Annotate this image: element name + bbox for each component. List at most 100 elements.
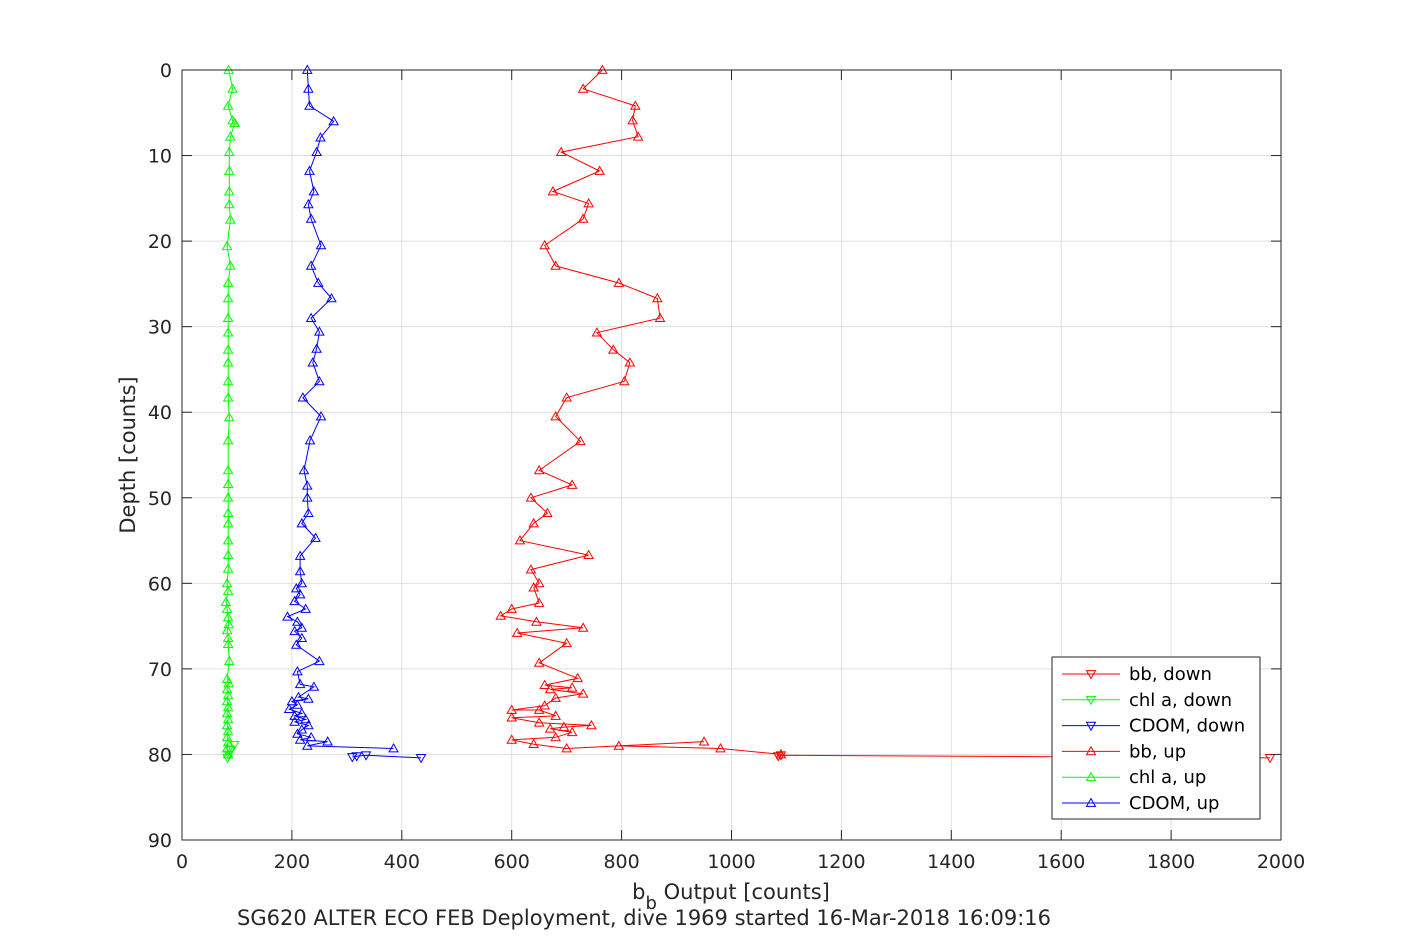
data-point: [296, 622, 308, 632]
data-point: [351, 752, 363, 762]
data-point: [221, 695, 233, 706]
data-point: [388, 742, 399, 753]
x-tick-label: 2000: [1257, 851, 1305, 873]
data-point: [292, 699, 303, 709]
y-tick-label: 20: [148, 231, 172, 253]
data-point: [618, 375, 630, 386]
x-tick-label: 1400: [927, 851, 975, 873]
legend-item: CDOM, up: [1062, 793, 1219, 814]
data-point: [415, 753, 427, 764]
legend-item: bb, down: [1062, 664, 1212, 685]
x-tick-label: 1600: [1037, 851, 1085, 873]
data-point: [304, 434, 316, 445]
data-point: [328, 115, 340, 126]
series-3: [495, 64, 787, 759]
data-point: [224, 131, 236, 141]
data-point: [222, 327, 234, 337]
data-point: [222, 492, 234, 502]
data-point: [222, 357, 234, 367]
data-point: [222, 585, 234, 595]
data-point: [310, 532, 321, 542]
data-point: [301, 480, 313, 490]
y-tick-label: 90: [148, 830, 172, 852]
data-point: [304, 165, 315, 175]
data-point: [222, 434, 234, 445]
data-point: [539, 700, 551, 710]
data-point: [305, 312, 317, 322]
data-point: [221, 624, 233, 635]
data-point: [223, 655, 235, 666]
data-point: [314, 326, 325, 336]
data-point: [495, 610, 507, 620]
data-point: [698, 736, 710, 746]
x-axis-label-rest: Output [counts]: [657, 880, 830, 904]
x-tick-label: 0: [176, 851, 188, 873]
figure-caption: SG620 ALTER ECO FEB Deployment, dive 196…: [237, 906, 1051, 930]
y-tick-label: 50: [148, 488, 172, 510]
data-point: [229, 117, 241, 127]
data-point: [223, 618, 235, 629]
data-point: [506, 704, 518, 714]
data-point: [290, 582, 302, 593]
data-point: [221, 603, 233, 613]
legend-label: CDOM, up: [1129, 793, 1219, 814]
data-point: [222, 713, 234, 724]
data-point: [308, 681, 320, 691]
data-point: [550, 692, 562, 702]
x-tick-label: 800: [603, 851, 639, 873]
data-point: [314, 655, 325, 666]
data-point: [577, 688, 589, 698]
legend-box: [1051, 656, 1261, 820]
data-point: [772, 752, 784, 762]
data-point: [222, 632, 234, 642]
data-point: [224, 214, 236, 224]
data-point: [292, 665, 303, 676]
data-point: [566, 479, 578, 489]
data-point: [221, 731, 233, 742]
y-tick-label: 40: [148, 402, 172, 424]
data-point: [301, 64, 313, 74]
x-axis-label: bb Output [counts]: [632, 880, 830, 914]
data-point: [561, 742, 573, 753]
legend-item: bb, up: [1062, 741, 1186, 762]
data-point: [525, 492, 537, 502]
data-point: [222, 517, 234, 528]
data-point: [223, 198, 235, 209]
data-point: [311, 146, 322, 157]
data-point: [301, 492, 313, 502]
data-point: [715, 742, 726, 753]
data-point: [511, 627, 523, 637]
data-point: [506, 712, 518, 722]
data-point: [289, 595, 301, 606]
data-point: [221, 673, 233, 684]
data-point: [506, 603, 518, 613]
data-point: [315, 132, 326, 142]
data-point: [566, 726, 578, 737]
data-point: [613, 277, 625, 287]
series-line: [225, 69, 236, 755]
data-point: [221, 719, 233, 730]
data-point: [624, 357, 636, 367]
series-5: [282, 64, 399, 753]
data-point: [591, 327, 603, 337]
data-point: [651, 292, 663, 303]
x-axis-label-main: b: [632, 880, 645, 904]
data-point: [572, 672, 584, 683]
data-point: [586, 719, 597, 730]
data-point: [227, 83, 238, 93]
data-point: [222, 292, 234, 303]
data-point: [283, 703, 295, 713]
data-point: [223, 411, 235, 422]
data-point: [222, 277, 234, 287]
data-point: [566, 682, 578, 692]
data-point: [223, 146, 235, 157]
data-point: [222, 736, 234, 747]
data-point: [290, 639, 302, 649]
data-point: [613, 740, 625, 750]
data-point: [303, 719, 314, 730]
data-point: [222, 748, 234, 759]
data-point: [294, 734, 306, 744]
data-point: [224, 260, 236, 270]
y-tick-label: 10: [148, 146, 172, 168]
data-point: [289, 710, 301, 720]
